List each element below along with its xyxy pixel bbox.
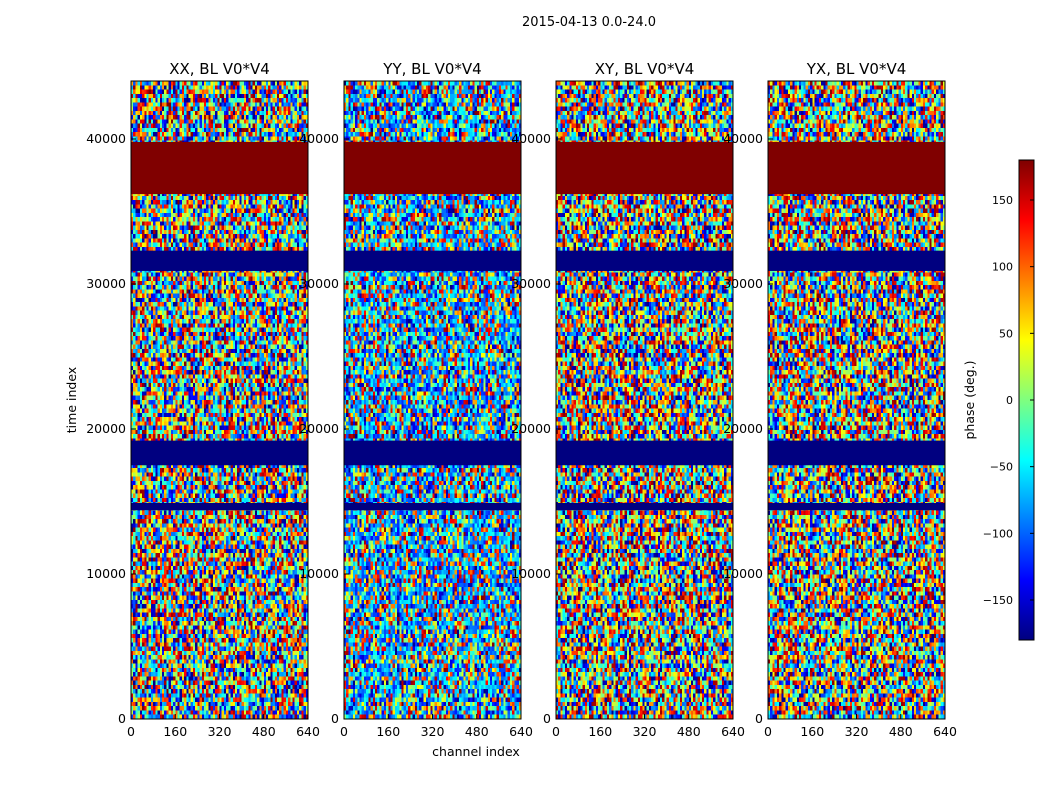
colorbar-tick-label: 0 xyxy=(1006,394,1013,407)
phase-band xyxy=(344,502,521,511)
panel-title: XX, BL V0*V4 xyxy=(169,60,270,78)
phase-band xyxy=(344,141,521,195)
y-tick-label: 30000 xyxy=(511,276,551,291)
x-tick-label: 0 xyxy=(127,724,135,739)
y-tick-label: 10000 xyxy=(86,566,126,581)
x-axis-label: channel index xyxy=(432,744,520,759)
x-tick-label: 480 xyxy=(465,724,489,739)
panel-title: YX, BL V0*V4 xyxy=(806,60,907,78)
x-tick-label: 640 xyxy=(721,724,745,739)
colorbar-tick-label: −50 xyxy=(990,461,1013,474)
colorbar-tick-label: 150 xyxy=(992,194,1013,207)
colorbar-tick-label: −150 xyxy=(983,594,1013,607)
y-tick-label: 40000 xyxy=(511,131,551,146)
x-tick-label: 320 xyxy=(421,724,445,739)
colorbar-label: phase (deg.) xyxy=(962,361,977,440)
phase-band xyxy=(344,250,521,271)
y-tick-label: 40000 xyxy=(723,131,763,146)
phase-band xyxy=(768,502,945,511)
x-tick-label: 320 xyxy=(845,724,869,739)
y-tick-label: 10000 xyxy=(511,566,551,581)
x-tick-label: 160 xyxy=(376,724,400,739)
x-tick-label: 320 xyxy=(633,724,657,739)
x-tick-label: 0 xyxy=(764,724,772,739)
panels: XX, BL V0*V4 0 160 320 480 640 0 10000 20000 3000… xyxy=(86,60,957,739)
y-tick-label: 20000 xyxy=(299,421,339,436)
y-tick-label: 40000 xyxy=(86,131,126,146)
colorbar: −150 −100 −50 0 50 100 150 phase (deg.) xyxy=(962,159,1035,641)
y-tick-label: 30000 xyxy=(723,276,763,291)
colorbar-tick-label: 100 xyxy=(992,261,1013,274)
phase-band xyxy=(131,141,308,195)
x-tick-label: 0 xyxy=(552,724,560,739)
phase-band xyxy=(131,502,308,511)
x-tick-label: 160 xyxy=(588,724,612,739)
phase-band xyxy=(131,250,308,271)
y-tick-label: 20000 xyxy=(511,421,551,436)
panel-1: XX, BL V0*V4 0 160 320 480 640 0 10000 20000 3000… xyxy=(86,60,320,739)
phase-band xyxy=(556,141,733,195)
phase-band xyxy=(768,141,945,195)
panel-title: XY, BL V0*V4 xyxy=(595,60,695,78)
panel-title: YY, BL V0*V4 xyxy=(382,60,481,78)
phase-band xyxy=(768,250,945,271)
y-tick-label: 20000 xyxy=(723,421,763,436)
panel-3: XY, BL V0*V4 0 160 320 480 640 0 10000 20000 3000… xyxy=(511,60,745,739)
y-tick-label: 0 xyxy=(543,711,551,726)
phase-band xyxy=(556,502,733,511)
x-tick-label: 160 xyxy=(163,724,187,739)
phase-band xyxy=(768,440,945,466)
phase-band xyxy=(556,250,733,271)
y-tick-label: 10000 xyxy=(723,566,763,581)
x-tick-label: 320 xyxy=(208,724,232,739)
x-tick-label: 480 xyxy=(252,724,276,739)
x-tick-label: 0 xyxy=(340,724,348,739)
phase-band xyxy=(344,440,521,466)
y-tick-label: 40000 xyxy=(299,131,339,146)
x-tick-label: 640 xyxy=(509,724,533,739)
panel-4: YX, BL V0*V4 0 160 320 480 640 0 10000 20000 3000… xyxy=(723,60,957,739)
y-tick-label: 20000 xyxy=(86,421,126,436)
colorbar-ticks: −150 −100 −50 0 50 100 150 xyxy=(983,194,1034,607)
y-tick-label: 30000 xyxy=(86,276,126,291)
y-tick-label: 0 xyxy=(331,711,339,726)
y-tick-label: 0 xyxy=(118,711,126,726)
x-tick-label: 160 xyxy=(800,724,824,739)
suptitle: 2015-04-13 0.0-24.0 xyxy=(522,15,656,30)
y-axis-label: time index xyxy=(64,367,79,433)
x-tick-label: 640 xyxy=(933,724,957,739)
phase-band xyxy=(556,440,733,466)
panel-2: YY, BL V0*V4 0 160 320 480 640 0 10000 20000 3000… xyxy=(299,60,533,739)
y-tick-label: 30000 xyxy=(299,276,339,291)
phase-band xyxy=(131,440,308,466)
y-tick-label: 10000 xyxy=(299,566,339,581)
colorbar-tick-label: −100 xyxy=(983,527,1013,540)
y-tick-label: 0 xyxy=(755,711,763,726)
x-tick-label: 480 xyxy=(677,724,701,739)
x-tick-label: 640 xyxy=(296,724,320,739)
colorbar-tick-label: 50 xyxy=(999,327,1013,340)
x-tick-label: 480 xyxy=(889,724,913,739)
